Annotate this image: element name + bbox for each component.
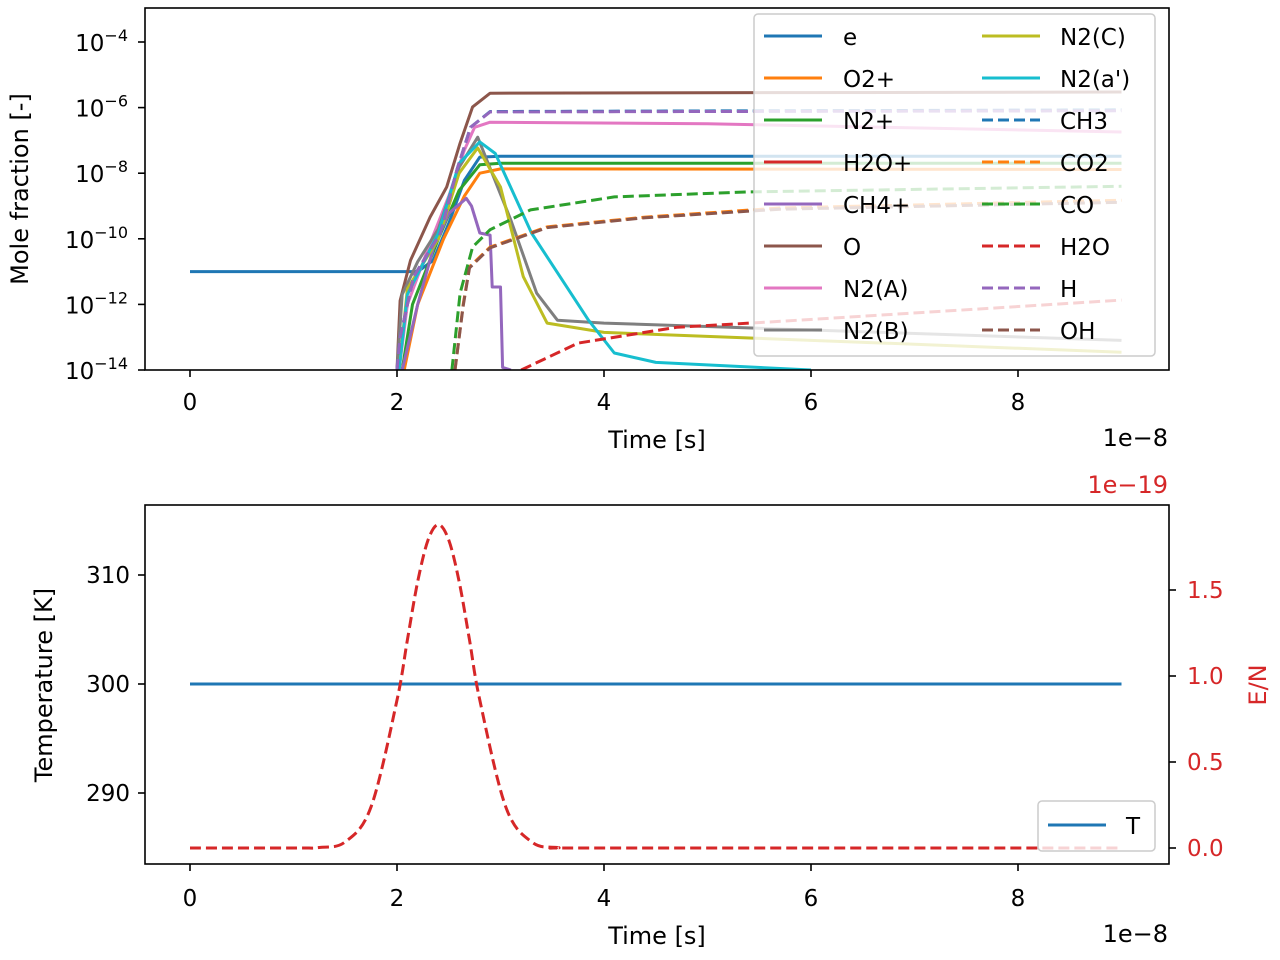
legend-item-ch4-: CH4+: [764, 193, 910, 219]
temperature-chart: 0 2 4 6 8 290 300 310 0.0 0.5 1.0 1.5 T Time [s] 1e…: [30, 471, 1272, 950]
y-tick-base: 10: [65, 359, 94, 385]
en-line: [189, 523, 1122, 850]
legend-item-ch3: CH3: [982, 109, 1108, 135]
legend-label: CH3: [1060, 109, 1108, 135]
legend-item-n2-: N2+: [764, 109, 894, 135]
right-y-offset-label: 1e−19: [1087, 471, 1168, 499]
y-tick-exponent: −6: [104, 92, 128, 111]
legend-item-e: e: [764, 25, 857, 51]
y-tick-base: 10: [75, 31, 104, 57]
x-tick-label: 2: [390, 886, 405, 912]
legend-item-n2-a-: N2(a'): [982, 67, 1130, 93]
legend-label: N2+: [843, 109, 894, 135]
top-x-axis-label: Time [s]: [607, 426, 706, 454]
series-line-n2-b-: [395, 135, 1122, 370]
legend-box: [753, 13, 1156, 357]
y-tick-base: 10: [75, 97, 104, 123]
y-tick-label: 310: [86, 563, 130, 589]
bottom-x-axis-label: Time [s]: [607, 922, 706, 950]
x-tick-label: 0: [183, 390, 198, 416]
legend-label: H2O+: [843, 151, 912, 177]
legend-item-o2-: O2+: [764, 67, 895, 93]
legend-label: N2(A): [843, 277, 909, 303]
y-tick-base: 10: [75, 162, 104, 188]
x-tick-label: 4: [597, 390, 612, 416]
legend-label: CO2: [1060, 151, 1109, 177]
top-axes-frame: [144, 7, 1170, 371]
legend-label: H2O: [1060, 235, 1110, 261]
right-y-tick-label: 0.5: [1187, 750, 1224, 776]
x-tick-label: 0: [183, 886, 198, 912]
y-tick-label: 290: [86, 781, 130, 807]
legend-item-co2: CO2: [982, 151, 1109, 177]
legend-label: OH: [1060, 319, 1095, 345]
y-tick-base: 10: [65, 228, 94, 254]
legend-item-h2o-: H2O+: [764, 151, 912, 177]
series-line-co: [450, 184, 1122, 370]
y-tick-label: 10−14: [65, 354, 128, 385]
right-y-tick-label: 1.0: [1187, 664, 1224, 690]
x-tick-label: 6: [804, 886, 819, 912]
legend-label: e: [843, 25, 857, 51]
x-tick-label: 4: [597, 886, 612, 912]
y-tick-label: 300: [86, 672, 130, 698]
y-tick-exponent: −8: [104, 157, 128, 176]
bottom-x-offset-label: 1e−8: [1103, 920, 1168, 948]
top-y-axis-label: Mole fraction [-]: [6, 93, 34, 285]
bottom-y-axis-label: Temperature [K]: [30, 588, 58, 783]
y-tick-label: 10−4: [75, 26, 128, 57]
y-tick-label: 10−6: [75, 92, 128, 123]
y-tick-base: 10: [65, 293, 94, 319]
legend-item-n2-a-: N2(A): [764, 277, 909, 303]
legend-item-oh: OH: [982, 319, 1095, 345]
y-tick-label: 10−12: [65, 288, 128, 319]
y-tick-exponent: −10: [94, 223, 128, 242]
y-tick-exponent: −12: [94, 288, 128, 307]
x-tick-label: 8: [1011, 390, 1026, 416]
legend-label: N2(B): [843, 319, 909, 345]
legend-label: O2+: [843, 67, 895, 93]
legend-item-n2-b-: N2(B): [764, 319, 909, 345]
y-tick-label: 10−8: [75, 157, 128, 188]
legend-label: N2(a'): [1060, 67, 1130, 93]
y-tick-exponent: −4: [104, 26, 128, 45]
legend-item-n2-c-: N2(C): [982, 25, 1126, 51]
legend-label: H: [1060, 277, 1077, 303]
x-tick-label: 8: [1011, 886, 1026, 912]
legend-label: N2(C): [1060, 25, 1126, 51]
legend-label: O: [843, 235, 861, 261]
legend-label: CO: [1060, 193, 1094, 219]
legend-item-h2o: H2O: [982, 235, 1110, 261]
right-y-tick-label: 1.5: [1187, 578, 1224, 604]
x-tick-label: 2: [390, 390, 405, 416]
right-y-tick-label: 0.0: [1187, 836, 1224, 862]
legend-item-o: O: [764, 235, 861, 261]
legend-item-co: CO: [982, 193, 1094, 219]
series-line-h: [395, 109, 1122, 370]
legend-label: T: [1125, 814, 1141, 840]
y-tick-exponent: −14: [94, 354, 128, 373]
legend-label: CH4+: [843, 193, 910, 219]
series-line-o: [395, 90, 1122, 370]
legend-item-h: H: [982, 277, 1077, 303]
top-x-offset-label: 1e−8: [1103, 424, 1168, 452]
y-tick-label: 10−10: [65, 223, 128, 254]
right-y-axis-label: E/N: [1244, 664, 1272, 705]
series-line-ch4-: [400, 196, 512, 370]
x-tick-label: 6: [804, 390, 819, 416]
